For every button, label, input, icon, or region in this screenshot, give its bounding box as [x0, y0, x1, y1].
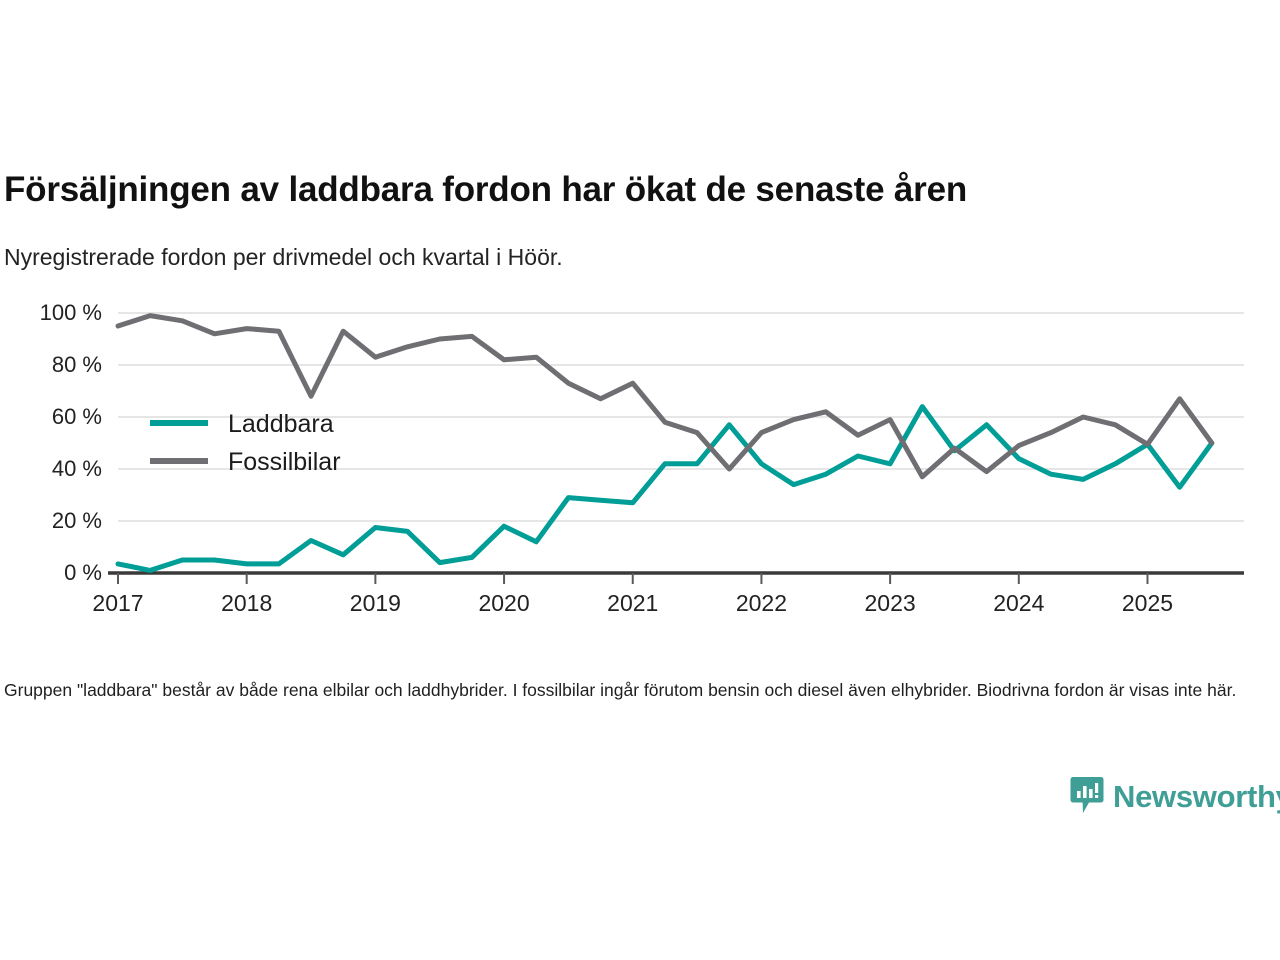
y-axis-tick-labels: 0 % 20 % 40 % 60 % 80 % 100 %: [40, 300, 102, 585]
bar-2: [1083, 786, 1087, 798]
y-tick-label: 20 %: [52, 508, 102, 533]
x-axis-tick-labels: 2017 2018 2019 2020 2021 2022 2023 2024 2025: [92, 573, 1173, 616]
speech-bubble-shape: [1070, 777, 1104, 813]
x-tick-label: 2019: [350, 590, 401, 616]
grid-lines: [118, 312, 1244, 522]
x-tick-label: 2020: [478, 590, 529, 616]
x-tick-label: 2025: [1122, 590, 1173, 616]
legend-label-laddbara: Laddbara: [228, 410, 334, 438]
chart-container: 0 % 20 % 40 % 60 % 80 % 100 % 2017 2018 2019 202…: [0, 290, 1280, 630]
x-tick-label: 2022: [736, 590, 787, 616]
bar-1: [1077, 791, 1081, 798]
series-lines: [115, 313, 1215, 573]
x-tick-label: 2018: [221, 590, 272, 616]
page-subtitle: Nyregistrerade fordon per drivmedel och …: [4, 244, 563, 270]
x-tick-label: 2023: [865, 590, 916, 616]
bar-4: [1095, 783, 1099, 793]
x-tick-label: 2024: [993, 590, 1044, 616]
chart-legend: Laddbara Fossilbilar: [150, 410, 341, 476]
logo-wordmark: Newsworthy: [1113, 778, 1280, 814]
page-title: Försäljningen av laddbara fordon har öka…: [4, 170, 968, 210]
series-line-laddbara: [115, 404, 1215, 573]
legend-label-fossilbilar: Fossilbilar: [228, 448, 341, 476]
y-tick-label: 0 %: [64, 560, 102, 585]
bar-3: [1089, 789, 1093, 798]
y-tick-label: 80 %: [52, 352, 102, 377]
y-tick-label: 60 %: [52, 404, 102, 429]
line-chart: 0 % 20 % 40 % 60 % 80 % 100 % 2017 2018 2019 202…: [40, 300, 1244, 616]
y-tick-label: 40 %: [52, 456, 102, 481]
newsworthy-logo[interactable]: Newsworthy: [1070, 775, 1280, 817]
chart-footnote: Gruppen "laddbara" består av både rena e…: [4, 680, 1237, 700]
series-line-fossilbilar: [115, 313, 1215, 480]
bar-4-dot: [1095, 795, 1099, 798]
x-tick-label: 2021: [607, 590, 658, 616]
y-tick-label: 100 %: [40, 300, 102, 325]
x-tick-label: 2017: [92, 590, 143, 616]
bar-chart-speech-bubble-icon: [1070, 777, 1104, 813]
